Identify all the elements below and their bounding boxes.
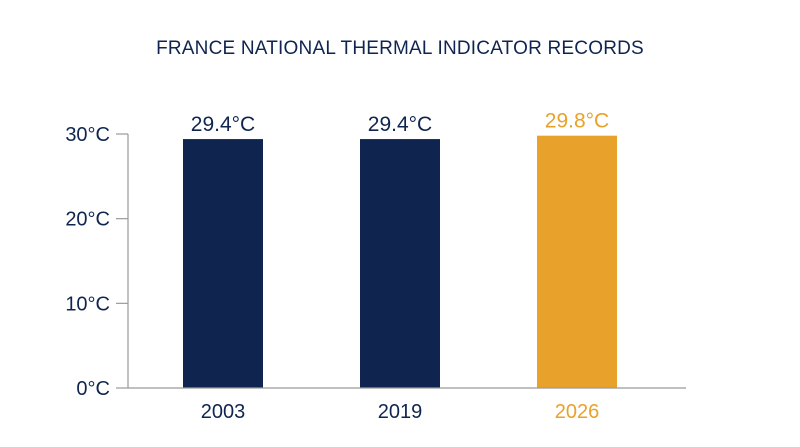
x-tick-label: 2019 — [378, 401, 423, 423]
bar-value-label: 29.4°C — [368, 113, 432, 136]
chart-title: FRANCE NATIONAL THERMAL INDICATOR RECORD… — [156, 38, 644, 59]
bar-value-label: 29.4°C — [191, 113, 255, 136]
y-tick-label: 20°C — [65, 209, 110, 231]
bar-2019 — [360, 139, 440, 388]
bar-2003 — [183, 139, 263, 388]
y-tick-label: 10°C — [65, 293, 110, 315]
bar-2026 — [537, 135, 617, 388]
y-tick-label: 0°C — [76, 378, 110, 400]
bars: 29.4°C 29.4°C 29.8°C — [183, 110, 617, 388]
x-tick-label: 2026 — [555, 401, 600, 423]
x-axis: 2003 2019 2026 — [128, 387, 686, 423]
y-tick-label: 30°C — [65, 124, 110, 146]
x-tick-label: 2003 — [201, 401, 246, 423]
y-axis: 0°C 10°C 20°C 30°C — [65, 124, 129, 400]
bar-value-label: 29.8°C — [545, 110, 609, 133]
